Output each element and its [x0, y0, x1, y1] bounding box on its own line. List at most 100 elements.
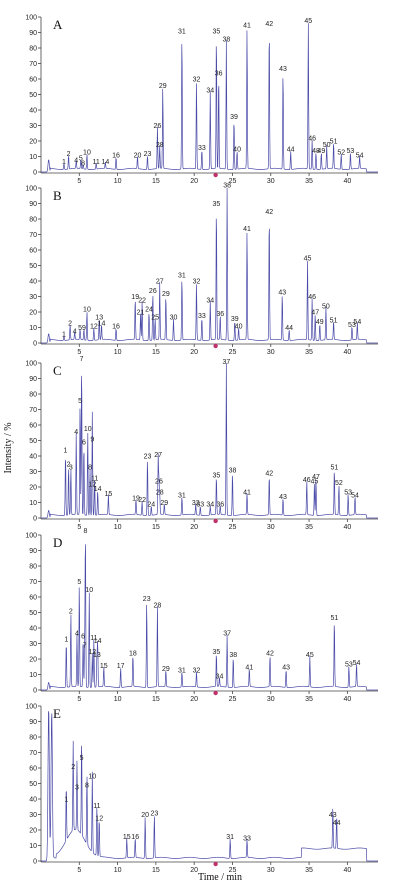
peak-label: 8	[81, 160, 85, 167]
peak-label: 25	[151, 314, 159, 321]
peak-label: 12	[90, 324, 98, 331]
peak-label: 12	[88, 649, 96, 656]
peak-label: 42	[265, 471, 273, 478]
peak-label: 37	[222, 359, 230, 366]
y-tick-label: 80	[29, 735, 37, 742]
peak-label: 34	[206, 502, 214, 509]
peak-label: 2	[68, 321, 72, 328]
peak-label: 2	[67, 151, 71, 158]
x-tick-label: 20	[190, 178, 198, 185]
y-tick-label: 30	[29, 294, 37, 301]
peak-label: 5	[78, 325, 82, 332]
x-tick-label: 25	[229, 178, 237, 185]
peak-label: 9	[90, 437, 94, 444]
peak-label: 36	[216, 311, 224, 318]
peak-label: 8	[85, 783, 89, 790]
peak-label: 8	[88, 465, 92, 472]
y-tick-label: 100	[25, 704, 37, 711]
peak-label: 1	[62, 159, 66, 166]
peak-label: 19	[131, 294, 139, 301]
peak-label: 34	[206, 297, 214, 304]
peak-label: 12	[95, 815, 103, 822]
x-tick-label: 25	[229, 524, 237, 531]
y-tick-label: 80	[29, 217, 37, 224]
peak-label: 10	[85, 587, 93, 594]
y-tick-label: 0	[33, 688, 37, 695]
peak-label: 7	[80, 356, 84, 363]
peak-label: 32	[192, 500, 200, 507]
peak-label: 15	[100, 663, 108, 670]
peak-label: 11	[93, 803, 100, 810]
peak-label: 34	[206, 88, 214, 95]
x-tick-label: 40	[343, 349, 351, 356]
peak-label: 18	[129, 650, 137, 657]
peak-label: 31	[178, 668, 186, 675]
x-tick-label: 20	[190, 349, 198, 356]
y-tick-label: 70	[29, 407, 37, 414]
peak-label: 32	[193, 279, 201, 286]
y-tick-label: 30	[29, 469, 37, 476]
peak-label: 44	[287, 146, 295, 153]
x-tick-label: 10	[114, 696, 122, 703]
peak-label: 16	[112, 324, 120, 331]
peak-label: 11	[91, 475, 98, 482]
peak-label: 45	[306, 652, 314, 659]
chromatogram-trace	[41, 711, 378, 862]
peak-label: 41	[243, 22, 251, 29]
peak-label: 1	[64, 797, 68, 804]
peak-label: 27	[156, 279, 164, 286]
peak-label: 31	[178, 29, 186, 36]
peak-label: 41	[245, 664, 253, 671]
peak-label: 4	[74, 429, 78, 436]
peak-label: 47	[312, 474, 320, 481]
y-tick-label: 20	[29, 139, 37, 146]
x-tick-label: 35	[305, 178, 313, 185]
peak-label: 42	[265, 209, 273, 216]
peak-label: 13	[93, 652, 101, 659]
peak-label: 38	[229, 652, 237, 659]
peak-label: 48	[312, 148, 320, 155]
peak-label: 53	[344, 489, 352, 496]
y-tick-label: 100	[25, 361, 37, 368]
peak-label: 52	[335, 480, 343, 487]
peak-label: 52	[337, 150, 345, 157]
x-tick-label: 5	[77, 696, 81, 703]
y-tick-label: 50	[29, 92, 37, 99]
y-tick-label: 70	[29, 750, 37, 757]
y-tick-label: 60	[29, 423, 37, 430]
peak-label: 41	[243, 226, 251, 233]
x-tick-label: 5	[77, 524, 81, 531]
peak-label: 53	[348, 322, 356, 329]
peak-label: 5	[80, 755, 84, 762]
y-tick-label: 0	[33, 170, 37, 177]
x-tick-label: 35	[305, 524, 313, 531]
peak-label: 22	[138, 297, 146, 304]
peak-label: 20	[134, 153, 142, 160]
peak-label: 42	[265, 21, 273, 28]
chromatogram-trace	[41, 363, 378, 519]
peak-label: 45	[304, 18, 312, 25]
y-tick-label: 40	[29, 626, 37, 633]
y-tick-label: 90	[29, 376, 37, 383]
peak-label: 12	[88, 482, 96, 489]
peak-label: 28	[156, 142, 164, 149]
peak-label: 23	[143, 596, 151, 603]
y-tick-label: 20	[29, 657, 37, 664]
peak-label: 15	[123, 834, 131, 841]
y-tick-label: 20	[29, 828, 37, 835]
x-tick-label: 5	[77, 867, 81, 874]
peak-label: 8	[83, 528, 87, 535]
peak-label: 54	[353, 660, 361, 667]
peak-label: 16	[131, 834, 139, 841]
peak-label: 46	[308, 136, 316, 143]
peak-label: 44	[285, 325, 293, 332]
peak-label: 36	[215, 70, 223, 77]
x-tick-label: 40	[343, 696, 351, 703]
peak-label: 30	[170, 314, 178, 321]
x-tick-label: 15	[152, 524, 160, 531]
y-tick-label: 100	[25, 186, 37, 193]
peak-label: 26	[155, 478, 163, 485]
peak-label: 22	[138, 497, 146, 504]
y-tick-label: 10	[29, 843, 37, 850]
